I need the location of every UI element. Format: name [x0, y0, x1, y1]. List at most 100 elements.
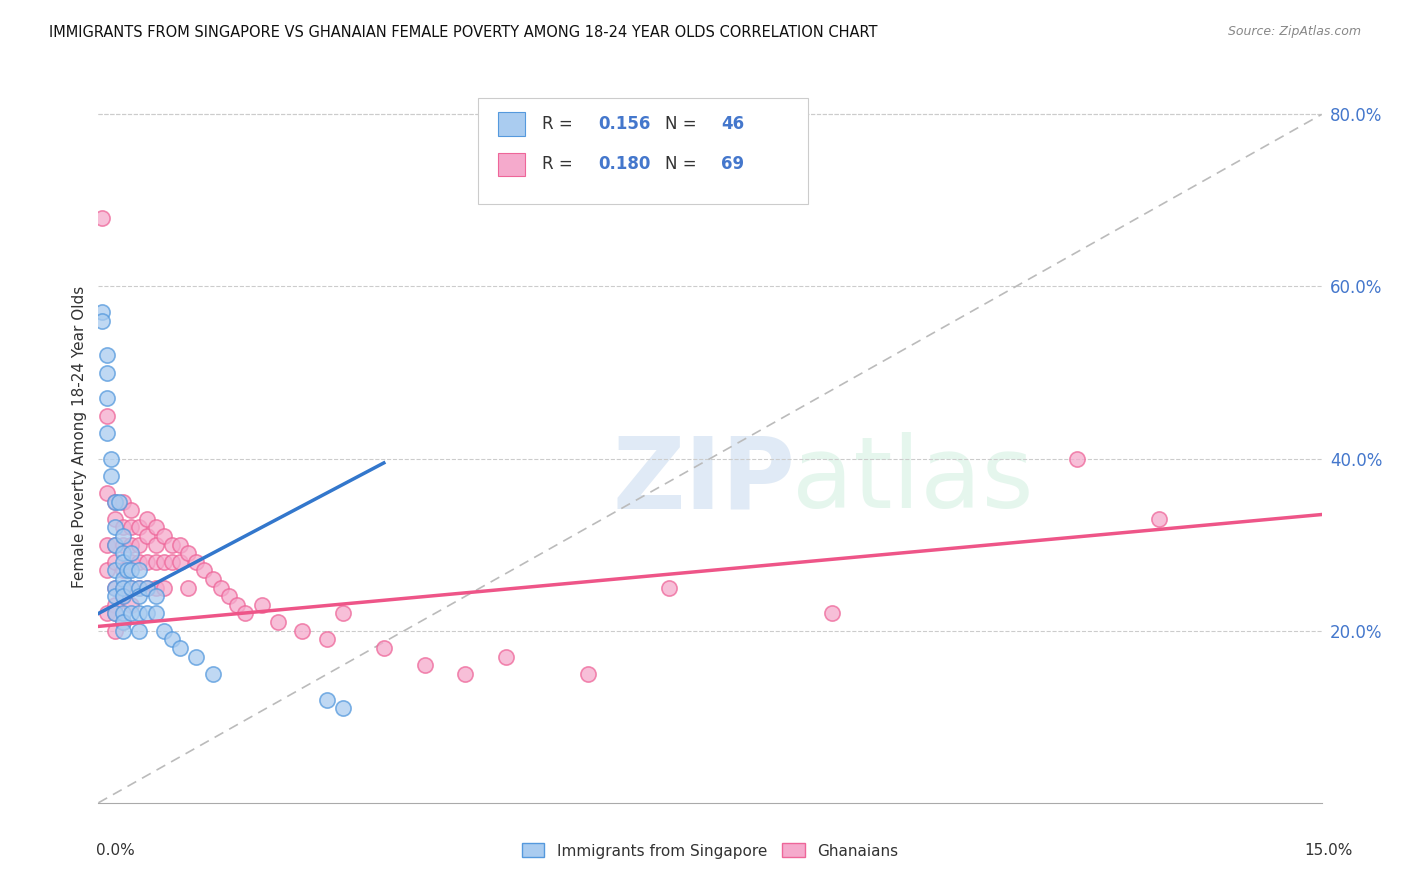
- Point: [128, 581, 150, 595]
- Point: [454, 666, 477, 681]
- Point: [111, 564, 134, 578]
- Text: 0.0%: 0.0%: [96, 843, 135, 858]
- Point: [201, 666, 224, 681]
- Point: [120, 581, 142, 595]
- Point: [201, 572, 224, 586]
- Point: [152, 555, 174, 569]
- Point: [96, 538, 118, 552]
- Point: [136, 555, 159, 569]
- Point: [169, 538, 191, 552]
- FancyBboxPatch shape: [478, 98, 808, 204]
- Point: [120, 520, 142, 534]
- Point: [373, 640, 395, 655]
- Point: [128, 624, 150, 638]
- Point: [104, 494, 127, 508]
- Point: [267, 615, 290, 629]
- Point: [104, 555, 127, 569]
- Point: [96, 607, 118, 621]
- Point: [177, 546, 200, 560]
- Point: [104, 538, 127, 552]
- Point: [104, 607, 127, 621]
- Point: [291, 624, 314, 638]
- Point: [145, 555, 167, 569]
- Point: [111, 581, 134, 595]
- Point: [177, 581, 200, 595]
- Point: [136, 607, 159, 621]
- Text: 0.156: 0.156: [599, 115, 651, 133]
- Point: [169, 640, 191, 655]
- Point: [120, 581, 142, 595]
- Point: [160, 632, 183, 647]
- Point: [96, 564, 118, 578]
- Text: Source: ZipAtlas.com: Source: ZipAtlas.com: [1227, 25, 1361, 38]
- Point: [96, 348, 118, 362]
- Point: [115, 564, 138, 578]
- Point: [152, 624, 174, 638]
- Point: [111, 615, 134, 629]
- Text: 15.0%: 15.0%: [1305, 843, 1353, 858]
- Text: 46: 46: [721, 115, 744, 133]
- Point: [108, 494, 131, 508]
- Point: [128, 555, 150, 569]
- Point: [128, 538, 150, 552]
- Point: [111, 572, 134, 586]
- Point: [111, 607, 134, 621]
- Bar: [498, 112, 526, 136]
- Point: [120, 538, 142, 552]
- Point: [104, 624, 127, 638]
- Y-axis label: Female Poverty Among 18-24 Year Olds: Female Poverty Among 18-24 Year Olds: [72, 286, 87, 588]
- Point: [136, 512, 159, 526]
- Point: [104, 520, 127, 534]
- Point: [136, 581, 159, 595]
- Text: 0.180: 0.180: [599, 155, 651, 173]
- Point: [104, 512, 127, 526]
- Point: [96, 486, 118, 500]
- Point: [111, 494, 134, 508]
- Point: [104, 494, 127, 508]
- Point: [145, 607, 167, 621]
- Point: [209, 581, 232, 595]
- Point: [104, 598, 127, 612]
- Text: 69: 69: [721, 155, 744, 173]
- Point: [152, 529, 174, 543]
- Point: [145, 538, 167, 552]
- Point: [160, 538, 183, 552]
- Text: R =: R =: [543, 115, 578, 133]
- Text: atlas: atlas: [792, 433, 1033, 530]
- Point: [104, 581, 127, 595]
- Point: [128, 520, 150, 534]
- Point: [218, 589, 240, 603]
- Point: [145, 589, 167, 603]
- Point: [96, 366, 118, 380]
- Point: [160, 555, 183, 569]
- Text: ZIP: ZIP: [612, 433, 794, 530]
- Point: [576, 666, 599, 681]
- Point: [120, 598, 142, 612]
- Point: [100, 451, 122, 466]
- Text: N =: N =: [665, 155, 702, 173]
- Point: [128, 607, 150, 621]
- Point: [186, 649, 208, 664]
- Point: [111, 589, 134, 603]
- Point: [145, 520, 167, 534]
- Point: [120, 546, 142, 560]
- Point: [413, 658, 436, 673]
- Point: [152, 581, 174, 595]
- Point: [111, 555, 134, 569]
- Point: [145, 581, 167, 595]
- Point: [658, 581, 681, 595]
- Point: [226, 598, 249, 612]
- Point: [233, 607, 256, 621]
- Point: [186, 555, 208, 569]
- Point: [136, 581, 159, 595]
- Point: [111, 615, 134, 629]
- Point: [120, 607, 142, 621]
- Point: [1066, 451, 1088, 466]
- Point: [104, 589, 127, 603]
- Legend: Immigrants from Singapore, Ghanaians: Immigrants from Singapore, Ghanaians: [516, 838, 904, 864]
- Point: [128, 581, 150, 595]
- Point: [111, 546, 134, 560]
- Point: [96, 425, 118, 440]
- Bar: [498, 153, 526, 176]
- Point: [111, 529, 134, 543]
